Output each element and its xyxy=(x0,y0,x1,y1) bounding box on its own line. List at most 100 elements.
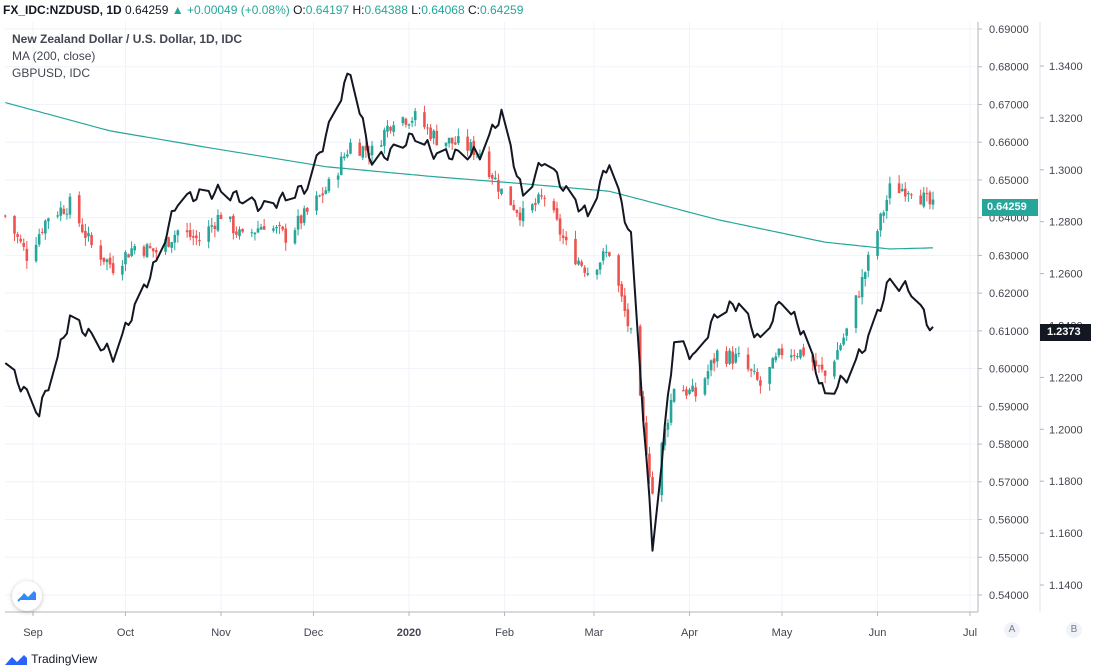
time-tick-label: 2020 xyxy=(397,627,421,639)
price-tick-label: 0.57000 xyxy=(989,477,1029,489)
candle-body xyxy=(111,263,115,274)
candle-body xyxy=(164,239,167,252)
candle-body xyxy=(817,365,821,367)
candle-body xyxy=(715,350,719,362)
candle-body xyxy=(22,242,26,247)
candle-body xyxy=(216,214,220,231)
legend-title[interactable]: New Zealand Dollar / U.S. Dollar, 1D, ID… xyxy=(12,32,243,46)
candle-body xyxy=(789,355,793,358)
candle-body xyxy=(487,151,491,178)
candle-body xyxy=(537,194,540,204)
compare-price-tick-label: 1.2200 xyxy=(1049,372,1083,384)
candle-body xyxy=(47,218,50,222)
candle-body xyxy=(191,236,195,238)
time-tick-label: Sep xyxy=(23,627,43,639)
candle-body xyxy=(299,215,303,224)
compare-price-tick-label: 1.3000 xyxy=(1049,165,1083,177)
candle-body xyxy=(133,246,137,251)
candle-body xyxy=(574,238,577,265)
candle-body xyxy=(327,178,331,192)
candle-body xyxy=(685,389,688,396)
candle-body xyxy=(284,228,288,243)
candle-body xyxy=(3,215,7,217)
candle-body xyxy=(823,370,827,376)
candle-body xyxy=(531,204,534,211)
candle-body xyxy=(780,348,784,356)
price-tick-label: 0.61000 xyxy=(989,326,1029,338)
tradingview-footer[interactable]: TradingView xyxy=(4,652,97,667)
up-arrow-icon: ▲ xyxy=(171,3,184,17)
candle-body xyxy=(25,248,29,261)
candle-body xyxy=(922,192,926,207)
candle-body xyxy=(349,142,352,154)
candle-body xyxy=(306,208,309,212)
low-label: L: xyxy=(411,3,422,17)
candle-body xyxy=(910,194,913,196)
candle-body xyxy=(318,195,321,197)
ma-line xyxy=(5,102,933,250)
candle-body xyxy=(383,130,386,146)
candle-body xyxy=(706,371,710,379)
symbol-label[interactable]: FX_IDC:NZDUSD, 1D xyxy=(3,3,122,17)
candle-body xyxy=(466,136,469,151)
candle-body xyxy=(154,250,158,253)
candle-body xyxy=(235,231,238,235)
candle-body xyxy=(210,225,214,227)
candle-body xyxy=(278,224,281,227)
candle-body xyxy=(694,387,697,397)
candle-body xyxy=(198,240,201,242)
candle-body xyxy=(142,246,146,256)
candle-body xyxy=(604,252,608,254)
price-tick-label: 0.68000 xyxy=(989,62,1029,74)
candle-body xyxy=(361,146,365,158)
candle-body xyxy=(746,354,750,370)
legend-ma[interactable]: MA (200, close) xyxy=(12,49,96,63)
candle-body xyxy=(241,228,244,232)
low-value: 0.64068 xyxy=(421,3,465,17)
candle-body xyxy=(13,215,16,234)
candle-body xyxy=(820,364,824,370)
price-tick-label: 0.65000 xyxy=(989,175,1029,187)
candle-body xyxy=(16,234,19,237)
candle-body xyxy=(648,453,651,478)
candle-body xyxy=(608,252,611,256)
chart-axes[interactable]: 0.690000.680000.670000.660000.650000.640… xyxy=(23,24,1082,639)
candle-body xyxy=(617,255,620,286)
time-tick-label: Feb xyxy=(495,627,514,639)
candle-body xyxy=(130,248,133,257)
time-tick-label: Mar xyxy=(584,627,603,639)
scale-b-button[interactable]: B xyxy=(1066,622,1082,638)
candle-body xyxy=(176,230,180,236)
candle-body xyxy=(145,244,149,258)
compare-price-tick-label: 1.2000 xyxy=(1049,424,1083,436)
price-tick-label: 0.62000 xyxy=(989,288,1029,300)
candle-body xyxy=(756,371,759,380)
candle-body xyxy=(413,111,417,121)
candle-body xyxy=(90,234,93,246)
legend-compare[interactable]: GBPUSD, IDC xyxy=(12,66,91,80)
auto-scale-button[interactable]: A xyxy=(1004,622,1020,638)
candle-body xyxy=(188,230,192,237)
price-tick-label: 0.54000 xyxy=(989,590,1029,602)
candle-body xyxy=(814,360,818,367)
candle-body xyxy=(386,125,389,132)
candle-body xyxy=(253,232,257,235)
last-price: 0.64259 xyxy=(125,3,169,17)
candle-body xyxy=(688,389,691,394)
tradingview-logo-icon[interactable] xyxy=(12,581,42,611)
last-price-badge: 0.64259 xyxy=(982,199,1038,216)
candle-body xyxy=(426,127,429,129)
candle-body xyxy=(170,242,174,248)
price-tick-label: 0.60000 xyxy=(989,364,1029,376)
candle-body xyxy=(262,226,266,230)
candle-body xyxy=(860,276,864,298)
compare-price-tick-label: 1.3400 xyxy=(1049,61,1083,73)
time-tick-label: Oct xyxy=(117,627,134,639)
candle-body xyxy=(392,125,395,132)
candle-body xyxy=(370,145,374,156)
moving-average-series xyxy=(5,102,933,250)
candle-body xyxy=(672,389,676,402)
candle-body xyxy=(148,246,152,248)
candle-body xyxy=(343,156,346,159)
